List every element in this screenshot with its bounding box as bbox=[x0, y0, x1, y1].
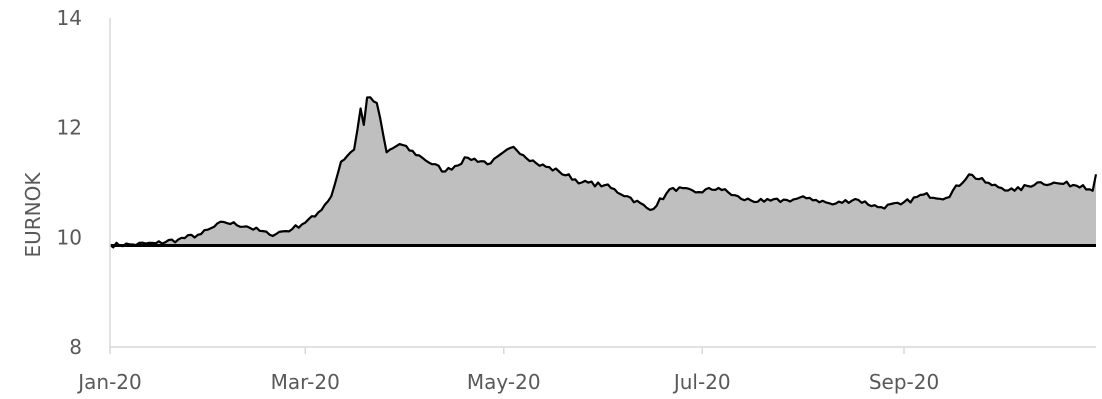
y-tick-label: 10 bbox=[57, 225, 82, 249]
x-tick-label: Sep-20 bbox=[869, 370, 939, 394]
y-tick-labels: 8 10 12 14 bbox=[57, 6, 82, 359]
x-tick-label: Jan-20 bbox=[76, 370, 142, 394]
y-tick-label: 8 bbox=[69, 335, 82, 359]
y-axis-title: EURNOK bbox=[21, 172, 45, 258]
x-tick-labels: Jan-20 Mar-20 May-20 Jul-20 Sep-20 bbox=[76, 370, 939, 394]
x-tick-marks bbox=[109, 347, 905, 354]
y-tick-label: 12 bbox=[57, 116, 82, 140]
x-tick-label: Mar-20 bbox=[271, 370, 340, 394]
x-tick-label: May-20 bbox=[467, 370, 541, 394]
y-tick-label: 14 bbox=[57, 6, 82, 30]
x-tick-label: Jul-20 bbox=[672, 370, 731, 394]
series-line bbox=[109, 96, 1098, 249]
series-area bbox=[110, 97, 1096, 248]
